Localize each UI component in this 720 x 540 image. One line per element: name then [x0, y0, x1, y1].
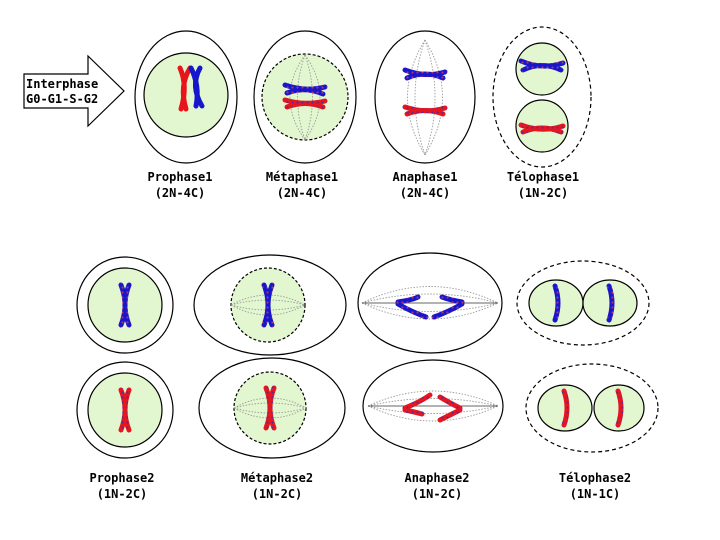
chromosome-pair-metaphase1 [282, 82, 328, 110]
phase-name-metaphase2: Métaphase2 [241, 471, 313, 485]
phase-name-anaphase1: Anaphase1 [392, 170, 457, 184]
interphase-arrow: Interphase G0-G1-S-G2 [23, 54, 125, 128]
phase-ploidy-telophase1: (1N-2C) [518, 186, 569, 200]
cell-metaphase2-blue [193, 254, 347, 356]
cell-anaphase2-red [362, 359, 504, 453]
phase-name-anaphase2: Anaphase2 [404, 471, 469, 485]
phase-ploidy-telophase2: (1N-1C) [570, 487, 621, 501]
cell-prophase1 [134, 30, 238, 164]
cell-anaphase1 [374, 30, 476, 164]
phase-ploidy-metaphase1: (2N-4C) [277, 186, 328, 200]
chromosome-pair-prophase1 [177, 65, 205, 112]
phase-name-telophase1: Télophase1 [507, 170, 579, 184]
spindle-metaphase1 [289, 54, 321, 141]
interphase-label-line2: G0-G1-S-G2 [26, 92, 98, 106]
phase-ploidy-metaphase2: (1N-2C) [252, 487, 303, 501]
cell-telophase2-red [525, 363, 659, 453]
phase-ploidy-prophase1: (2N-4C) [155, 186, 206, 200]
cell-metaphase2-red [198, 357, 346, 459]
cell-prophase2-blue [76, 256, 174, 354]
phase-name-metaphase1: Métaphase1 [266, 170, 338, 184]
cell-metaphase1 [253, 30, 357, 164]
cell-anaphase2-blue [357, 252, 503, 354]
phase-name-prophase1: Prophase1 [147, 170, 212, 184]
cell-telophase1 [492, 26, 592, 168]
chromosome-pair-anaphase1 [402, 67, 448, 117]
phase-name-prophase2: Prophase2 [89, 471, 154, 485]
phase-ploidy-anaphase2: (1N-2C) [412, 487, 463, 501]
cell-telophase2-blue [516, 260, 650, 346]
phase-ploidy-prophase2: (1N-2C) [97, 487, 148, 501]
phase-name-telophase2: Télophase2 [559, 471, 631, 485]
interphase-label-line1: Interphase [26, 77, 98, 91]
phase-ploidy-anaphase1: (2N-4C) [400, 186, 451, 200]
spindle-anaphase1 [407, 39, 443, 156]
cell-prophase2-red [76, 361, 174, 459]
